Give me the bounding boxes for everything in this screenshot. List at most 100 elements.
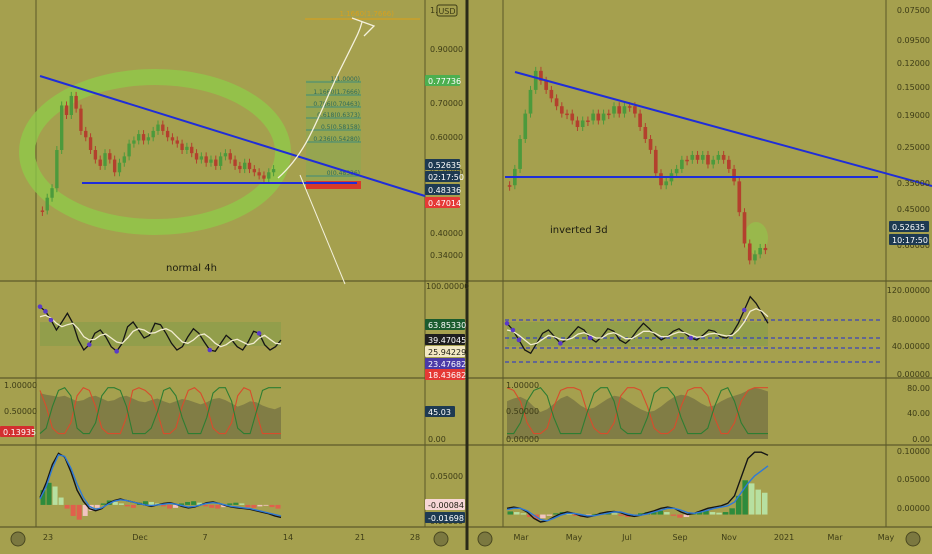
right-xtick-2: Jul bbox=[621, 533, 632, 542]
right-mom-bar-10 bbox=[572, 514, 579, 516]
left-price-tag-2: 02:17:50 bbox=[428, 173, 464, 182]
right-price-tag-0-bg bbox=[889, 221, 929, 232]
left-xtick-5: 28 bbox=[410, 533, 420, 542]
right-price-candle-33 bbox=[680, 159, 684, 169]
left-xtick-1: Dec bbox=[132, 533, 147, 542]
goto-button-left[interactable] bbox=[10, 531, 26, 547]
left-price-candle-46 bbox=[262, 175, 266, 179]
left-mom-bar-13 bbox=[118, 503, 124, 505]
goto-button-right[interactable] bbox=[477, 531, 493, 547]
right-price-candle-16 bbox=[591, 113, 595, 121]
fib-label-3: 0.618(0.6373) bbox=[317, 112, 360, 119]
right-mom-bar-13 bbox=[592, 513, 598, 515]
right-mom-bar-22 bbox=[651, 511, 657, 515]
left-price-candle-26 bbox=[165, 130, 170, 138]
left-mom-bar-2 bbox=[52, 486, 58, 505]
left-price-candle-3 bbox=[55, 150, 59, 189]
left-mom-series-1 bbox=[39, 453, 282, 517]
left-mom-bar-37 bbox=[263, 504, 269, 506]
settings-button-right[interactable] bbox=[905, 531, 921, 547]
right-osc-dot-2 bbox=[516, 337, 522, 343]
left-price-candle-29 bbox=[180, 143, 184, 150]
right-osc-ytick-2: 40.00000 bbox=[892, 342, 930, 351]
left-price-candle-33 bbox=[199, 156, 204, 160]
right-price-candle-39 bbox=[711, 159, 716, 165]
right-price-candle-21 bbox=[617, 106, 622, 114]
right-stoch-axis-1: 40.00 bbox=[907, 409, 930, 418]
left-mom-bar-1 bbox=[46, 482, 52, 505]
right-osc-dot-3 bbox=[558, 341, 563, 346]
right-price-ytick-7: 0.45000 bbox=[897, 205, 930, 214]
left-price-candle-31 bbox=[190, 146, 194, 154]
left-mom-bar-9 bbox=[94, 504, 100, 508]
left-mom-bar-5 bbox=[70, 504, 76, 516]
left-stoch-ytick-1: 0.50000 bbox=[4, 407, 37, 416]
right-price-tag-1: 10:17:50 bbox=[892, 236, 928, 245]
right-price-candle-18 bbox=[601, 113, 606, 121]
left-price-candle-11 bbox=[93, 150, 98, 160]
left-price-tag-4-bg bbox=[425, 197, 460, 208]
right-mom-bar-23 bbox=[657, 510, 664, 515]
right-price-ytick-0: 0.07500 bbox=[897, 6, 930, 15]
left-osc-tag-0: 63.85330 bbox=[428, 321, 466, 330]
left-mom-bar-12 bbox=[112, 501, 118, 505]
right-xtick-1: May bbox=[566, 533, 583, 542]
left-price-tag-0-bg bbox=[425, 75, 460, 86]
right-stoch-ytick-2: 0.00000 bbox=[506, 435, 539, 444]
right-osc-series-1 bbox=[506, 307, 769, 346]
left-price-ytick-3: 0.60000 bbox=[430, 133, 463, 142]
left-price-candle-37 bbox=[218, 156, 223, 166]
right-price-candle-26 bbox=[643, 127, 648, 140]
left-mom-bar-10 bbox=[100, 503, 106, 505]
right-osc-dot-4 bbox=[587, 335, 593, 341]
right-price-candle-37 bbox=[700, 154, 705, 160]
right-price-candle-25 bbox=[638, 113, 642, 128]
fibonacci-layer: 1(1.0000) 1.1660(1.7666) 0.786(0.70463) 0.6… bbox=[305, 10, 420, 189]
right-price-candle-14 bbox=[580, 120, 585, 128]
left-price-candle-19 bbox=[132, 140, 136, 144]
left-stoch-tag-0-bg bbox=[0, 426, 34, 437]
right-mom-bar-3 bbox=[527, 514, 533, 518]
right-price-candle-12 bbox=[570, 113, 575, 121]
right-osc-dot-1 bbox=[510, 327, 516, 333]
left-mom-bar-29 bbox=[215, 504, 221, 509]
right-mom-bar-16 bbox=[611, 513, 618, 515]
right-stoch-axis-0: 80.00 bbox=[907, 384, 930, 393]
left-xtick-3: 14 bbox=[283, 533, 293, 542]
fib-label-2: 0.786(0.70463) bbox=[313, 101, 360, 108]
right-price-candle-5 bbox=[533, 70, 538, 90]
left-osc-ytick-0: 100.00000 bbox=[426, 282, 469, 291]
right-mom-bar-38 bbox=[755, 489, 761, 515]
fib-label-5: 0.236(0.54280) bbox=[313, 136, 360, 143]
fib-label-0: 1(1.0000) bbox=[331, 76, 361, 83]
right-stoch-axis-2: 0.00 bbox=[912, 435, 930, 444]
right-price-candle-34 bbox=[685, 159, 689, 162]
left-price-candle-34 bbox=[204, 156, 208, 163]
left-stoch-series-0 bbox=[39, 387, 281, 435]
left-price-candle-2 bbox=[50, 188, 54, 198]
left-price-candle-43 bbox=[247, 162, 252, 170]
right-mom-bar-5 bbox=[540, 514, 546, 519]
right-price-candle-47 bbox=[753, 254, 757, 261]
left-osc-dot-3 bbox=[86, 342, 92, 347]
currency-badge-box[interactable] bbox=[436, 4, 458, 17]
left-mom-bar-21 bbox=[167, 504, 173, 509]
right-price-ytick-6: 0.35000 bbox=[897, 179, 930, 188]
right-price-ytick-8: 0.60000 bbox=[897, 241, 930, 250]
left-xtick-2: 7 bbox=[202, 533, 207, 542]
left-osc-series-0 bbox=[39, 306, 282, 353]
left-mom-bar-35 bbox=[251, 504, 257, 508]
trendline-layer bbox=[39, 17, 932, 285]
projection-down-line bbox=[299, 174, 346, 285]
left-mom-bar-25 bbox=[191, 501, 197, 505]
right-mom-bar-36 bbox=[742, 480, 748, 515]
right-price-candle-8 bbox=[549, 89, 554, 99]
left-mom-bar-15 bbox=[130, 504, 136, 508]
left-mom-bar-18 bbox=[148, 501, 154, 505]
candles-layer bbox=[40, 66, 768, 265]
fib-label-1: 1.1660(1.7666) bbox=[313, 89, 360, 96]
left-price-candle-27 bbox=[170, 137, 175, 141]
settings-button-left[interactable] bbox=[433, 531, 449, 547]
right-price-tag-0: 0.52635 bbox=[892, 223, 925, 232]
